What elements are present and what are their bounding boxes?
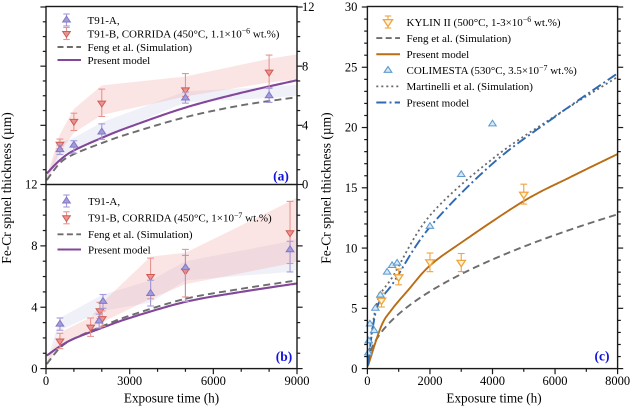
svg-text:T91-B, CORRIDA (450°C, 1.1×10−: T91-B, CORRIDA (450°C, 1.1×10−6 wt.%) — [88, 27, 280, 41]
svg-text:(b): (b) — [276, 349, 293, 364]
svg-text:0: 0 — [31, 362, 37, 376]
svg-text:0: 0 — [364, 374, 370, 388]
svg-text:(c): (c) — [595, 349, 610, 364]
svg-text:Feng et al. (Simulation): Feng et al. (Simulation) — [407, 33, 512, 45]
svg-text:0: 0 — [351, 362, 357, 376]
svg-text:12: 12 — [25, 178, 38, 192]
svg-text:25: 25 — [345, 60, 358, 74]
svg-text:3000: 3000 — [117, 374, 142, 388]
svg-text:20: 20 — [345, 121, 358, 135]
svg-text:KYLIN II (500°C, 1-3×10−6 wt.%: KYLIN II (500°C, 1-3×10−6 wt.%) — [407, 15, 561, 29]
svg-text:2000: 2000 — [417, 374, 442, 388]
svg-text:6000: 6000 — [543, 374, 568, 388]
svg-text:T91-A,: T91-A, — [88, 15, 120, 27]
svg-text:4: 4 — [302, 119, 309, 133]
svg-text:6000: 6000 — [201, 374, 226, 388]
svg-text:15: 15 — [345, 181, 358, 195]
svg-text:Feng et al. (Simulation): Feng et al. (Simulation) — [88, 229, 193, 241]
svg-text:4: 4 — [31, 300, 38, 314]
svg-text:4000: 4000 — [480, 374, 505, 388]
svg-text:Present model: Present model — [88, 55, 151, 67]
svg-text:Fe-Cr spinel thickness (µm): Fe-Cr spinel thickness (µm) — [0, 112, 14, 263]
svg-text:Present model: Present model — [88, 244, 151, 256]
svg-text:8: 8 — [302, 59, 308, 73]
svg-text:Exposure time (h): Exposure time (h) — [446, 390, 541, 405]
svg-text:30: 30 — [345, 0, 358, 14]
svg-text:10: 10 — [345, 241, 358, 255]
svg-text:0: 0 — [302, 178, 308, 192]
svg-text:T91-A,: T91-A, — [88, 196, 120, 208]
svg-text:(a): (a) — [273, 169, 289, 184]
svg-text:Exposure time (h): Exposure time (h) — [124, 390, 219, 405]
svg-text:Present model: Present model — [407, 49, 470, 61]
svg-text:5: 5 — [351, 302, 357, 316]
svg-text:8000: 8000 — [605, 374, 630, 388]
svg-text:0: 0 — [43, 374, 49, 388]
svg-text:8: 8 — [31, 239, 37, 253]
svg-text:Fe-Cr spinel thickness (µm): Fe-Cr spinel thickness (µm) — [319, 112, 334, 263]
svg-text:Present model: Present model — [407, 97, 470, 109]
svg-text:T91-B, CORRIDA (450°C, 1×10−7: T91-B, CORRIDA (450°C, 1×10−7 wt.%) — [88, 211, 272, 225]
svg-text:COLIMESTA (530°C, 3.5×10−7 wt.: COLIMESTA (530°C, 3.5×10−7 wt.%) — [407, 64, 578, 78]
svg-text:12: 12 — [302, 0, 315, 14]
svg-text:9000: 9000 — [285, 374, 310, 388]
svg-text:Feng et al. (Simulation): Feng et al. (Simulation) — [88, 42, 193, 54]
svg-text:Martinelli et al. (Simulation): Martinelli et al. (Simulation) — [407, 81, 534, 93]
